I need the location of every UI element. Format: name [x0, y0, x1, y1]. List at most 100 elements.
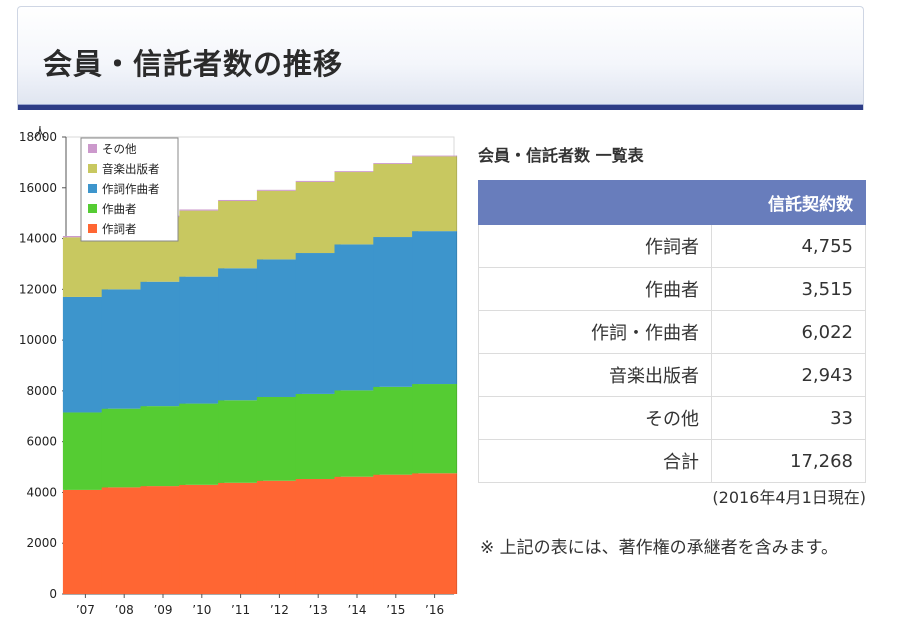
bar-segment: [373, 386, 419, 475]
bar-segment: [373, 163, 419, 238]
bar-segment: [179, 209, 225, 211]
page-header: 会員・信託者数の推移: [17, 6, 864, 110]
legend-box: [80, 137, 179, 242]
legend-label: 作詞者: [102, 222, 137, 236]
row-value: 4,755: [711, 224, 866, 268]
bar-segment: [373, 474, 419, 594]
table-header-label: 信託契約数: [711, 180, 866, 225]
row-value: 2,943: [711, 353, 866, 397]
x-tick-label: ’16: [425, 603, 444, 617]
header-rule: [18, 105, 863, 110]
bar-segment: [295, 478, 341, 594]
header-rule-light: [18, 104, 863, 105]
footnote: ※ 上記の表には、著作権の承継者を含みます。: [480, 538, 838, 558]
bar-segment: [412, 473, 458, 594]
row-label: 作曲者: [478, 267, 712, 311]
x-tick-label: ’07: [76, 603, 95, 617]
bar-segment: [218, 268, 264, 401]
bar-segment: [62, 489, 108, 594]
bar-segment: [179, 210, 225, 277]
y-tick-label: 18000: [19, 130, 57, 144]
bar-segment: [179, 403, 225, 485]
table-row: 作詞者 4,755: [478, 224, 866, 268]
x-tick-label: ’12: [270, 603, 289, 617]
bar-segment: [256, 189, 302, 191]
bar-segment: [295, 393, 341, 479]
bar-segment: [334, 390, 380, 477]
row-label: その他: [478, 396, 712, 440]
bar-segment: [295, 180, 341, 182]
bar-segment: [140, 281, 186, 407]
bar-segment: [295, 253, 341, 394]
y-tick-label: 8000: [26, 384, 57, 398]
legend-swatch: [88, 204, 97, 213]
bar-segment: [101, 289, 147, 409]
x-tick-label: ’08: [115, 603, 134, 617]
bar-segment: [256, 190, 302, 260]
y-tick-label: 10000: [19, 333, 57, 347]
bar-segment: [373, 237, 419, 387]
table-row: 作曲者 3,515: [478, 267, 866, 311]
bar-segment: [218, 200, 264, 269]
stats-table: 信託契約数 作詞者 4,755 作曲者 3,515 作詞・作曲者 6,022 音…: [478, 180, 866, 483]
table-row: その他 33: [478, 396, 866, 440]
bar-edge-shade: [456, 155, 458, 595]
x-tick-label: ’11: [231, 603, 250, 617]
x-tick-label: ’10: [192, 603, 211, 617]
bar-segment: [140, 486, 186, 594]
bar-segment: [218, 482, 264, 594]
bar-segment: [62, 237, 108, 297]
table-row: 音楽出版者 2,943: [478, 353, 866, 397]
legend-swatch: [88, 184, 97, 193]
bar-segment: [334, 171, 380, 173]
table-title: 会員・信託者数 一覧表: [478, 146, 644, 165]
bar-segment: [218, 199, 264, 201]
y-tick-label: 2000: [26, 536, 57, 550]
legend-label: 作曲者: [102, 202, 137, 216]
row-label: 作詞者: [478, 224, 712, 268]
table-header-row: 信託契約数: [478, 180, 866, 225]
bar-segment: [101, 408, 147, 488]
bar-segment: [256, 480, 302, 594]
x-tick-label: ’13: [309, 603, 328, 617]
legend-swatch: [88, 144, 97, 153]
bar-segment: [373, 163, 419, 164]
legend-label: その他: [102, 142, 137, 156]
bar-segment: [140, 406, 186, 487]
y-tick-label: 12000: [19, 282, 57, 296]
legend-swatch: [88, 224, 97, 233]
x-tick-label: ’15: [386, 603, 405, 617]
bar-segment: [412, 155, 458, 157]
bar-segment: [412, 384, 458, 474]
y-tick-label: 6000: [26, 435, 57, 449]
bar-segment: [334, 244, 380, 391]
y-tick-label: 0: [49, 587, 57, 601]
table-row-total: 合計 17,268: [478, 439, 866, 483]
bar-segment: [256, 396, 302, 481]
bar-segment: [256, 259, 302, 397]
row-value: 17,268: [711, 439, 866, 483]
table-header-spacer: [478, 180, 712, 225]
legend-label: 作詞作曲者: [102, 182, 160, 196]
row-label: 音楽出版者: [478, 353, 712, 397]
x-tick-label: ’14: [347, 603, 366, 617]
y-axis-label: 人: [33, 126, 46, 141]
bar-segment: [179, 484, 225, 594]
legend-label: 音楽出版者: [102, 162, 160, 176]
bar-segment: [412, 156, 458, 232]
row-label: 合計: [478, 439, 712, 483]
row-value: 33: [711, 396, 866, 440]
x-tick-label: ’09: [153, 603, 172, 617]
bar-segment: [334, 476, 380, 594]
bar-segment: [334, 172, 380, 245]
legend-swatch: [88, 164, 97, 173]
bar-segment: [179, 276, 225, 404]
page-title: 会員・信託者数の推移: [43, 47, 344, 81]
bar-segment: [62, 412, 108, 490]
y-tick-label: 14000: [19, 232, 57, 246]
y-tick-label: 4000: [26, 485, 57, 499]
stacked-bar-chart: 0 2000 4000 6000 8000 10000 12000 14000 16000 180…: [19, 126, 458, 617]
bar-segment: [101, 487, 147, 594]
bar-segment: [295, 181, 341, 254]
bar-segment: [412, 231, 458, 385]
